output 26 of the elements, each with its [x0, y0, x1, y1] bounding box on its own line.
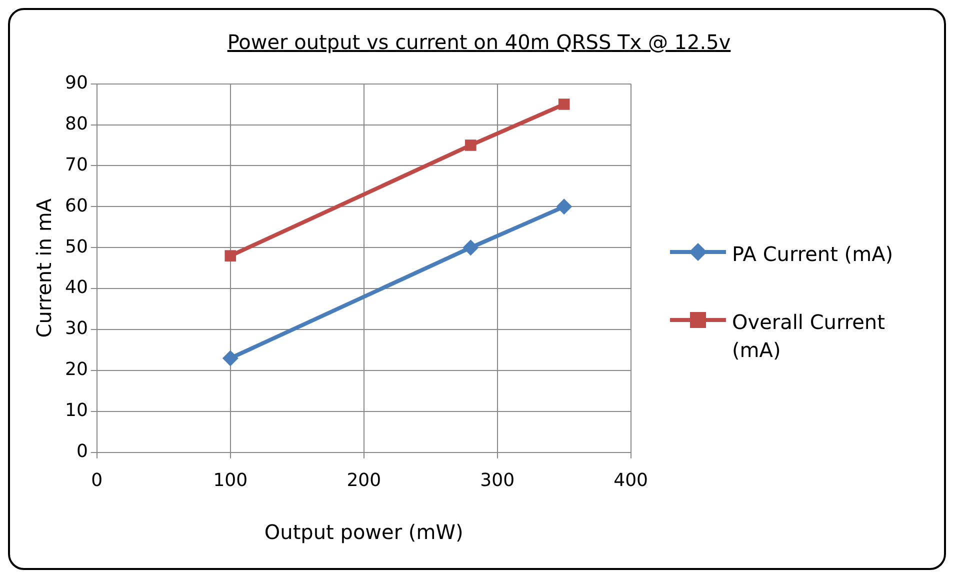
point: [462, 240, 479, 256]
y-tick-label: 20: [65, 359, 88, 380]
x-tick-label: 0: [91, 470, 103, 491]
y-tick-label: 40: [65, 277, 88, 298]
y-tick-label: 30: [65, 318, 88, 340]
y-axis-title: Current in mA: [32, 198, 56, 338]
y-tick-label: 90: [65, 72, 88, 94]
x-tick-label: 200: [346, 470, 382, 491]
legend-label: Overall Current (mA): [732, 309, 886, 364]
point: [222, 350, 238, 366]
y-tick-label: 80: [65, 113, 88, 134]
chart-title: Power output vs current on 40m QRSS Tx @ 12.5v: [226, 30, 732, 54]
x-tick-label: 300: [480, 470, 515, 491]
y-tick-label: 50: [65, 236, 88, 258]
y-tick-label: 60: [65, 195, 88, 216]
y-tick-label: 0: [76, 441, 88, 462]
point: [464, 140, 476, 151]
legend-label: PA Current (mA): [732, 241, 894, 268]
x-tick-label: 100: [213, 470, 248, 491]
point: [224, 250, 236, 262]
point: [558, 98, 570, 110]
x-tick-label: 400: [614, 470, 648, 491]
y-tick-label: 10: [65, 400, 88, 422]
point: [556, 198, 572, 215]
x-axis-title: Output power (mW): [264, 520, 464, 544]
y-tick-label: 70: [65, 154, 88, 176]
